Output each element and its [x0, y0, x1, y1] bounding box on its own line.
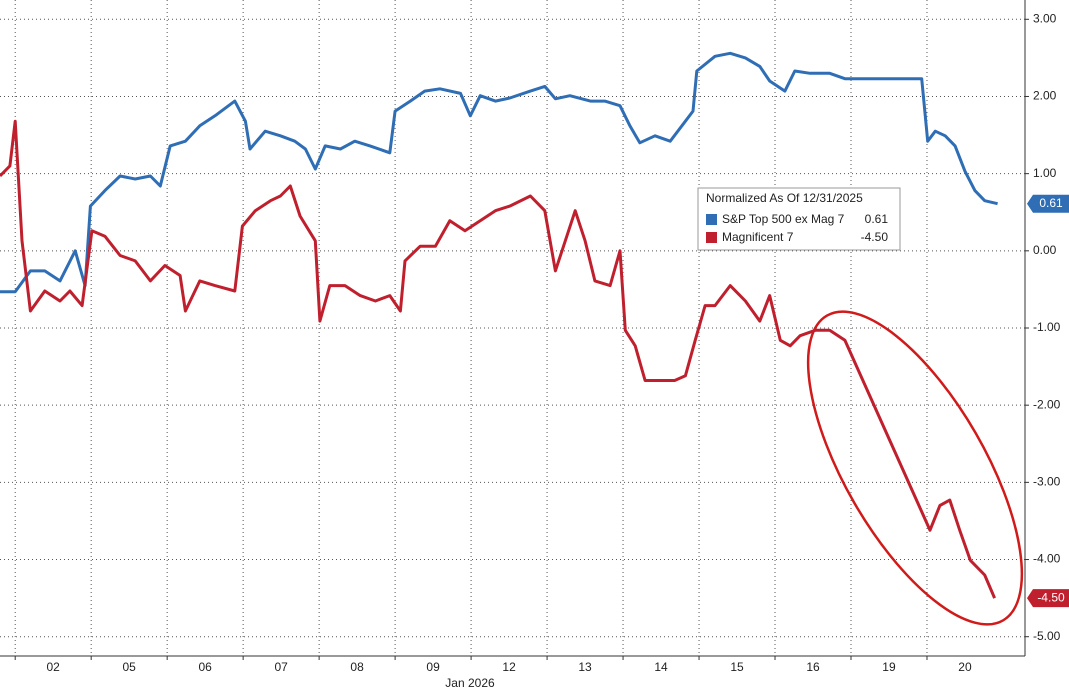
y-tick-label: 0.00: [1033, 243, 1057, 257]
value-tag: [1027, 194, 1069, 213]
y-tick-label: -4.00: [1033, 552, 1061, 566]
y-tick-label: -3.00: [1033, 475, 1061, 489]
x-tick-label: 13: [578, 660, 592, 674]
legend-title: Normalized As Of 12/31/2025: [706, 191, 863, 205]
series-line: [0, 51, 998, 294]
legend-swatch: [706, 214, 717, 225]
legend-box: [697, 187, 901, 251]
x-tick-label: 15: [730, 660, 744, 674]
x-tick-label: 07: [274, 660, 288, 674]
y-tick-label: -2.00: [1033, 397, 1061, 411]
y-tick-label: 3.00: [1033, 11, 1057, 25]
legend: Normalized As Of 12/31/2025 S&P Top 500 …: [697, 187, 901, 251]
y-tick-label: -5.00: [1033, 629, 1061, 643]
value-tag-label: 0.61: [1039, 196, 1063, 210]
x-tick-label: 08: [350, 660, 364, 674]
x-tick-label: 06: [198, 660, 212, 674]
legend-value: 0.61: [865, 212, 889, 226]
legend-swatch: [706, 232, 717, 243]
x-tick-label: 02: [47, 660, 61, 674]
series-line: [0, 119, 996, 599]
highlight-ellipse: [806, 310, 1024, 626]
x-tick-label: 09: [426, 660, 440, 674]
x-tick-label: 19: [882, 660, 896, 674]
x-tick-label: 16: [806, 660, 820, 674]
x-tick-label: 14: [654, 660, 668, 674]
value-tag-label: -4.50: [1037, 590, 1065, 604]
value-tag: [1027, 589, 1069, 608]
y-tick-label: 1.00: [1033, 166, 1057, 180]
legend-label: S&P Top 500 ex Mag 7: [722, 212, 845, 226]
x-tick-label: 20: [958, 660, 972, 674]
y-tick-label: 2.00: [1033, 89, 1057, 103]
x-tick-label: 12: [502, 660, 516, 674]
x-tick-label: 05: [122, 660, 136, 674]
legend-value: -4.50: [861, 230, 889, 244]
legend-label: Magnificent 7: [722, 230, 794, 244]
y-tick-label: -1.00: [1033, 320, 1061, 334]
x-axis-label: Jan 2026: [445, 676, 495, 690]
